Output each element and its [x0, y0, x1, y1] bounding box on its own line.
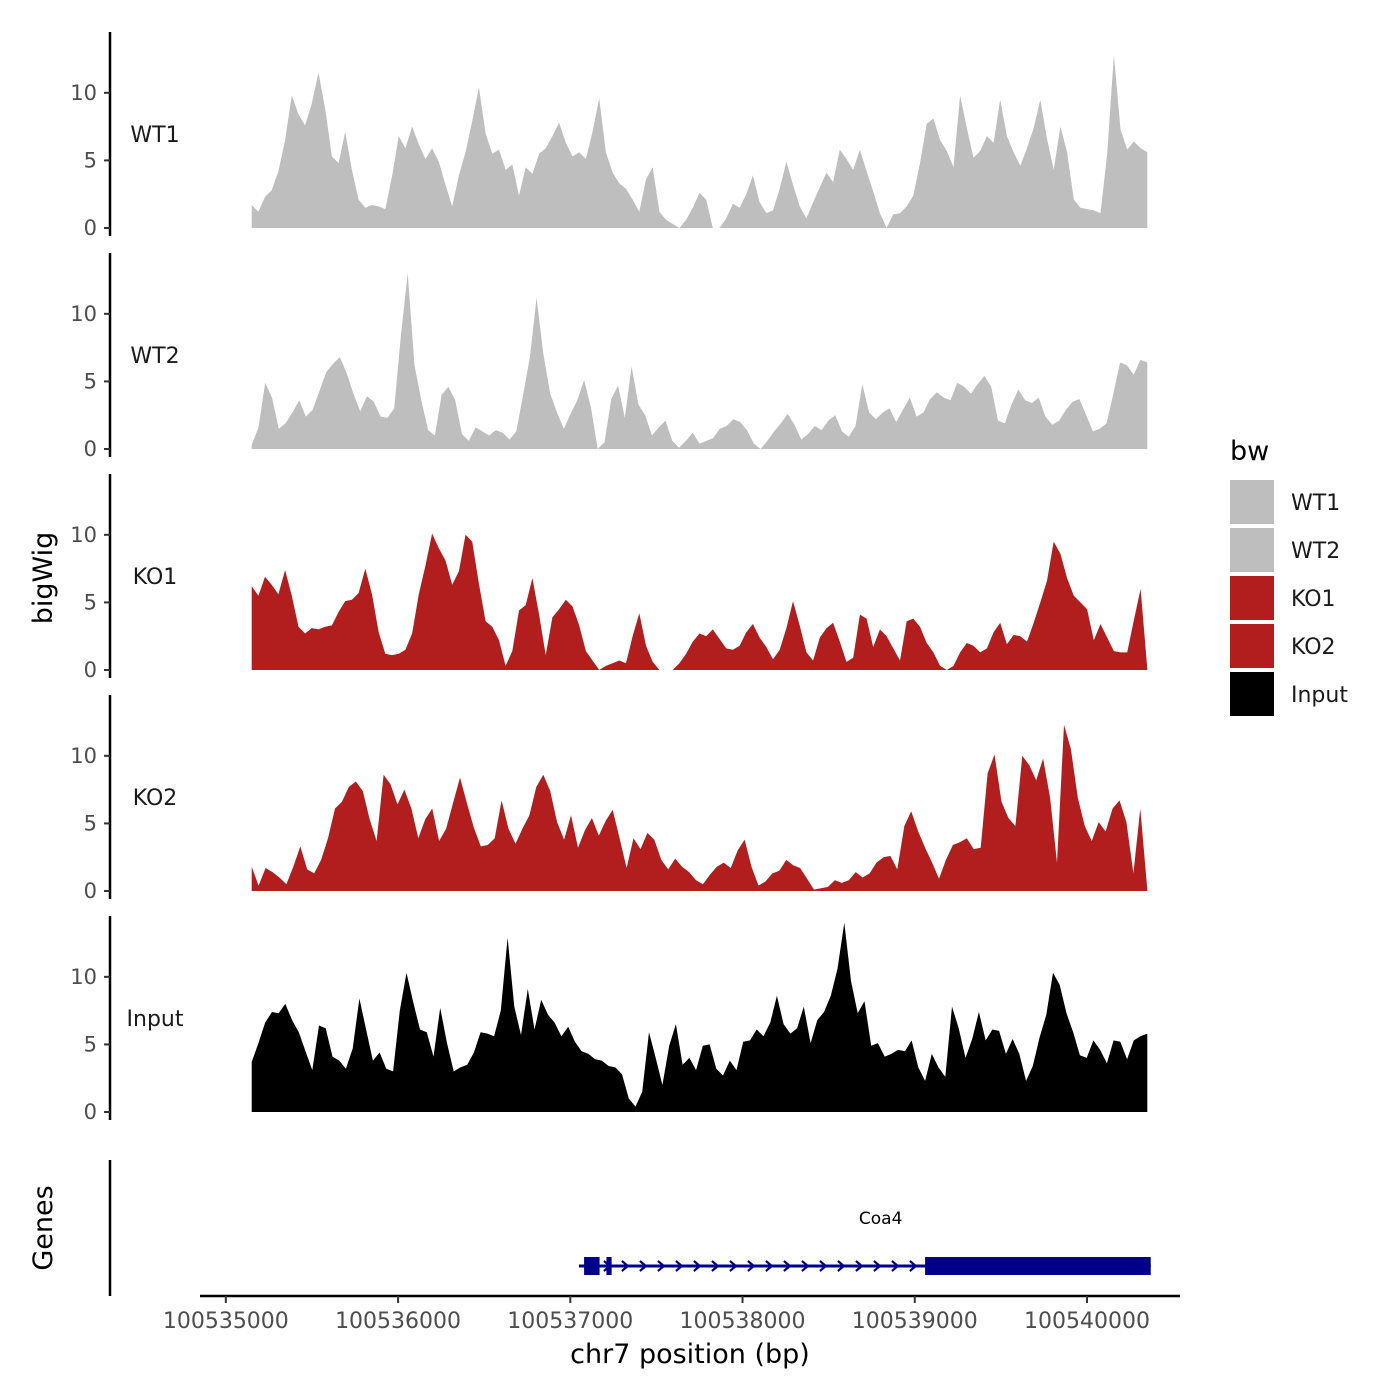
y-tick-label: 5	[84, 369, 97, 393]
legend: WT1 WT2 KO1 KO2 Input	[1230, 480, 1348, 716]
track-input: 0 5 10 Input	[70, 916, 1148, 1124]
legend-label: Input	[1291, 683, 1348, 708]
strand-arrow-icon	[891, 1260, 900, 1272]
y-tick-label: 0	[84, 879, 97, 903]
gene-exon	[925, 1257, 1151, 1275]
track-label: KO2	[133, 786, 178, 811]
y-tick-label: 10	[70, 81, 97, 105]
area-ko2	[251, 724, 1148, 891]
x-tick-label: 100538000	[680, 1309, 806, 1334]
legend-item-input: Input	[1230, 672, 1348, 716]
strand-arrow-icon	[909, 1260, 918, 1272]
x-axis: 100535000 100536000 100537000 100538000 1005…	[163, 1294, 1180, 1334]
y-tick-label: 0	[84, 437, 97, 461]
legend-item-wt2: WT2	[1230, 528, 1340, 572]
track-ko1: 0 5 10 KO1	[70, 474, 1148, 682]
strand-arrow-icon	[837, 1260, 846, 1272]
strand-arrow-icon	[873, 1260, 882, 1272]
area-ko1	[251, 533, 1148, 670]
strand-arrow-icon	[621, 1260, 630, 1272]
area-input	[251, 922, 1148, 1112]
strand-arrow-icon	[657, 1260, 666, 1272]
legend-label: KO2	[1291, 635, 1336, 660]
strand-arrow-icon	[675, 1260, 684, 1272]
strand-arrow-icon	[639, 1260, 648, 1272]
genes-panel: Coa4	[108, 1160, 1151, 1296]
strand-arrow-icon	[729, 1260, 738, 1272]
strand-arrow-icon	[783, 1260, 792, 1272]
legend-label: WT2	[1291, 539, 1340, 564]
x-tick-label: 100540000	[1024, 1309, 1150, 1334]
gene-coa4: Coa4	[578, 1209, 1151, 1275]
track-wt1: 0 5 10 WT1	[70, 32, 1148, 240]
y-tick-label: 0	[84, 658, 97, 682]
gene-exon	[606, 1257, 612, 1275]
legend-label: KO1	[1291, 587, 1336, 612]
strand-arrow-icon	[819, 1260, 828, 1272]
genes-axis-title: Genes	[28, 1185, 59, 1270]
legend-item-ko1: KO1	[1230, 576, 1336, 620]
track-label: WT2	[130, 344, 179, 369]
track-label: WT1	[130, 123, 179, 148]
y-tick-label: 5	[84, 148, 97, 172]
x-axis-title: chr7 position (bp)	[570, 1339, 810, 1370]
track-label: Input	[127, 1007, 184, 1032]
y-tick-label: 5	[84, 590, 97, 614]
strand-arrow-icon	[693, 1260, 702, 1272]
area-wt1	[251, 55, 1148, 228]
y-tick-label: 5	[84, 1032, 97, 1056]
strand-arrow-icon	[765, 1260, 774, 1272]
strand-arrow-icon	[747, 1260, 756, 1272]
y-tick-label: 10	[70, 744, 97, 768]
y-tick-label: 10	[70, 302, 97, 326]
y-tick-label: 0	[84, 1100, 97, 1124]
legend-label: WT1	[1291, 491, 1340, 516]
strand-arrow-icon	[801, 1260, 810, 1272]
x-tick-label: 100539000	[852, 1309, 978, 1334]
gene-exon	[584, 1257, 600, 1275]
y-axis-title: bigWig	[28, 532, 59, 625]
track-panels: 0 5 10 WT1 0 5 10 WT2 0 5 10 KO1 0 5 10 KO2 0 5 10 Input	[70, 32, 1148, 1124]
track-wt2: 0 5 10 WT2	[70, 253, 1148, 461]
legend-swatch	[1230, 480, 1274, 524]
track-label: KO1	[133, 565, 178, 590]
gene-label: Coa4	[859, 1209, 903, 1229]
area-wt2	[251, 273, 1148, 449]
legend-swatch	[1230, 528, 1274, 572]
y-tick-label: 10	[70, 965, 97, 989]
legend-swatch	[1230, 624, 1274, 668]
x-tick-label: 100536000	[335, 1309, 461, 1334]
legend-title: bw	[1230, 436, 1269, 467]
track-ko2: 0 5 10 KO2	[70, 695, 1148, 903]
legend-swatch	[1230, 672, 1274, 716]
legend-swatch	[1230, 576, 1274, 620]
legend-item-wt1: WT1	[1230, 480, 1340, 524]
y-tick-label: 0	[84, 216, 97, 240]
strand-arrow-icon	[711, 1260, 720, 1272]
y-tick-label: 10	[70, 523, 97, 547]
x-tick-label: 100535000	[163, 1309, 289, 1334]
x-tick-label: 100537000	[507, 1309, 633, 1334]
strand-arrow-icon	[855, 1260, 864, 1272]
y-tick-label: 5	[84, 811, 97, 835]
legend-item-ko2: KO2	[1230, 624, 1336, 668]
